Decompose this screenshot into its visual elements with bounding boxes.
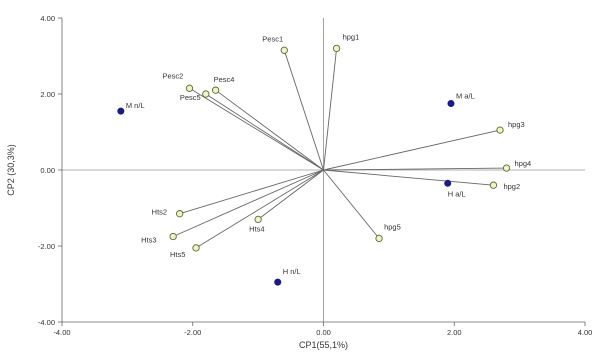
vector-hts2 xyxy=(179,169,324,215)
label-hpg5: hpg5 xyxy=(384,222,401,231)
y-tick-label: 4.00 xyxy=(40,14,55,23)
label-h-n-l: H n/L xyxy=(283,267,301,276)
marker-pesc5 xyxy=(202,90,210,98)
observation-h-n-l xyxy=(274,278,282,286)
x-tick-label: 0.00 xyxy=(316,328,331,337)
vector-pesc2 xyxy=(189,87,324,171)
label-hpg4: hpg4 xyxy=(515,159,532,168)
label-pesc2: Pesc2 xyxy=(162,71,183,80)
x-tick-label: 2.00 xyxy=(447,328,462,337)
observation-h-a-l xyxy=(444,179,452,187)
label-hpg3: hpg3 xyxy=(508,120,525,129)
vector-pesc5 xyxy=(205,93,324,171)
vector-pesc1 xyxy=(283,50,324,171)
marker-pesc2 xyxy=(185,84,194,92)
marker-hts2 xyxy=(176,210,184,218)
label-pesc5: Pesc5 xyxy=(180,93,201,102)
label-hts4: Hts4 xyxy=(249,224,264,233)
x-tick-label: -4.00 xyxy=(53,328,70,337)
vector-hpg2 xyxy=(323,169,494,186)
marker-hts5 xyxy=(192,244,200,252)
vector-pesc4 xyxy=(215,89,324,171)
marker-hts4 xyxy=(254,215,262,224)
label-pesc1: Pesc1 xyxy=(262,34,283,43)
y-tick-label: 0.00 xyxy=(40,166,55,175)
vector-hpg3 xyxy=(323,129,501,171)
marker-hpg5 xyxy=(375,234,383,243)
label-hpg1: hpg1 xyxy=(343,32,360,41)
marker-pesc1 xyxy=(280,46,288,54)
label-m-n-l: M n/L xyxy=(126,101,145,110)
x-tick-label: 4.00 xyxy=(578,328,593,337)
vector-hpg4 xyxy=(323,167,507,171)
label-hts3: Hts3 xyxy=(141,236,156,245)
y-tick-label: -2.00 xyxy=(38,242,55,251)
vector-hpg5 xyxy=(323,169,380,239)
label-hpg2: hpg2 xyxy=(503,182,520,191)
vector-hts3 xyxy=(172,169,324,237)
y-tick-label: -4.00 xyxy=(38,318,55,327)
y-tick-label: 2.00 xyxy=(40,90,55,99)
label-hts5: Hts5 xyxy=(170,250,185,259)
markers xyxy=(117,44,511,286)
y-axis-title: CP2 (30,3%) xyxy=(6,144,16,196)
x-axis-title: CP1(55,1%) xyxy=(299,340,348,350)
marker-pesc4 xyxy=(211,86,220,94)
vector-hpg1 xyxy=(323,48,338,171)
vector-hts5 xyxy=(195,169,324,249)
marker-hpg2 xyxy=(489,181,498,189)
marker-hpg4 xyxy=(502,164,511,172)
axes: -4.00 -2.00 0.00 2.00 4.00 4.00 2.00 0.00 -2.00 -… xyxy=(38,14,592,337)
vector-hts4 xyxy=(257,169,324,220)
observation-m-a-l xyxy=(447,100,455,108)
marker-hts3 xyxy=(169,232,177,241)
marker-hpg1 xyxy=(332,44,341,53)
variable-vectors xyxy=(172,48,507,249)
x-tick-label: -2.00 xyxy=(184,328,201,337)
label-m-a-l: M a/L xyxy=(456,92,475,101)
point-labels: Pesc1 hpg1 Pesc2 Pesc4 Pesc5 hpg3 hpg4 hpg2 Hts2… xyxy=(126,32,531,276)
label-h-a-l: H a/L xyxy=(448,189,466,198)
observation-m-n-l xyxy=(117,107,125,115)
label-hts2: Hts2 xyxy=(152,208,167,217)
label-pesc4: Pesc4 xyxy=(214,75,235,84)
marker-hpg3 xyxy=(496,126,504,134)
